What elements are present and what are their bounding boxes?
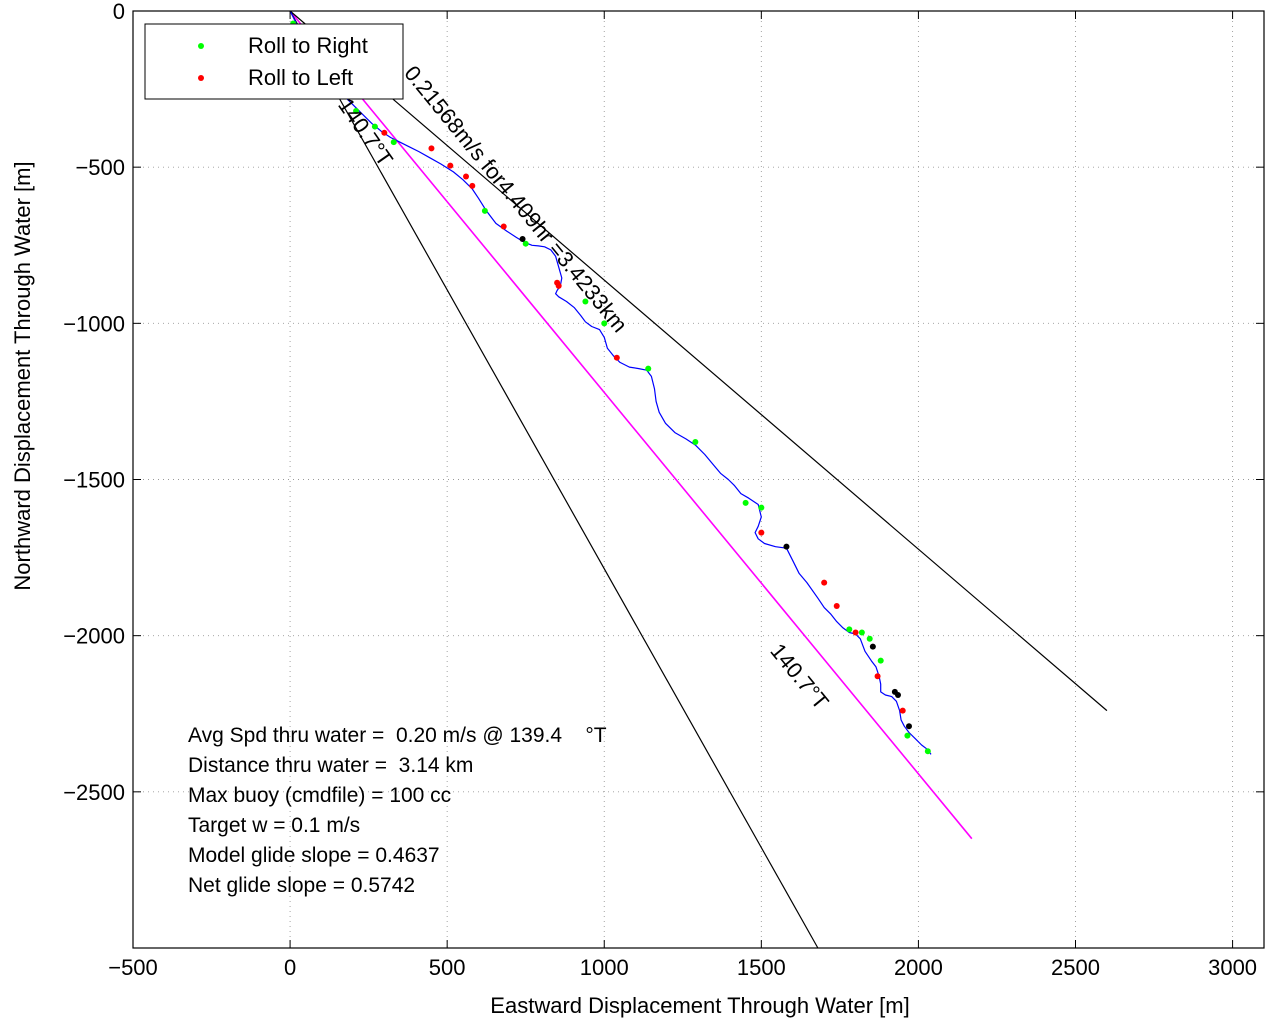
roll-left-point — [833, 602, 840, 609]
stat-line: Target w = 0.1 m/s — [188, 814, 360, 837]
stats-text: Avg Spd thru water = 0.20 m/s @ 139.4 °T… — [188, 724, 607, 897]
roll-right-point — [692, 439, 699, 446]
stat-line: Distance thru water = 3.14 km — [188, 754, 473, 777]
bound-line — [289, 10, 819, 949]
roll-right-point — [924, 748, 931, 755]
roll-right-point — [601, 320, 608, 327]
x-tick-label: 500 — [429, 955, 466, 980]
roll-right-point — [582, 298, 589, 305]
stat-line: Max buoy (cmdfile) = 100 cc — [188, 784, 451, 807]
roll-left-point — [381, 129, 388, 136]
roll-right-point — [758, 504, 765, 511]
roll-right-point — [390, 139, 397, 146]
angled-annotation: 140.7°T — [333, 93, 398, 171]
y-tick-label: −500 — [75, 155, 125, 180]
y-axis-label: Northward Displacement Through Water [m] — [10, 161, 35, 590]
roll-right-point — [877, 657, 884, 664]
bound-line — [289, 10, 1108, 712]
track-line — [289, 10, 932, 755]
y-tick-label: −2000 — [63, 624, 125, 649]
reference-lines — [289, 10, 1108, 949]
x-tick-label: −500 — [108, 955, 158, 980]
roll-left-point — [555, 282, 562, 289]
y-tick-label: 0 — [113, 0, 125, 24]
roll-markers — [290, 20, 931, 755]
legend-marker — [198, 43, 204, 49]
roll-left-point — [469, 182, 476, 189]
roll-right-point — [481, 207, 488, 214]
roll-right-point — [742, 499, 749, 506]
axis-ticks: −500 0 500 1000 1500 2000 2500 3000 −2500 −2000 −1… — [63, 0, 1264, 980]
roll-right-point — [371, 123, 378, 130]
roll-left-point — [447, 162, 454, 169]
roll-left-point — [613, 354, 620, 361]
roll-right-point — [866, 635, 873, 642]
x-tick-label: 0 — [284, 955, 296, 980]
roll-right-point — [353, 107, 360, 114]
roll-right-point — [858, 629, 865, 636]
annotations: 0.21568m/s for4.409hr =3.4233km140.7°T14… — [333, 61, 834, 714]
stat-line: Net glide slope = 0.5742 — [188, 874, 415, 897]
surfacing-point — [783, 543, 790, 550]
surfacing-point — [905, 723, 912, 730]
grid — [132, 10, 1264, 948]
y-tick-label: −1000 — [63, 311, 125, 336]
roll-left-point — [500, 223, 507, 230]
x-axis-label: Eastward Displacement Through Water [m] — [490, 993, 909, 1018]
roll-left-point — [463, 173, 470, 180]
roll-left-point — [852, 629, 859, 636]
track-group — [289, 10, 932, 755]
y-tick-label: −2500 — [63, 780, 125, 805]
angled-annotation: 0.21568m/s for4.409hr =3.4233km — [399, 61, 632, 337]
legend: Roll to Right Roll to Left — [144, 23, 404, 100]
roll-left-point — [758, 529, 765, 536]
stat-line: Model glide slope = 0.4637 — [188, 844, 440, 867]
legend-box — [144, 23, 404, 100]
angled-annotation: 140.7°T — [765, 639, 833, 715]
legend-label: Roll to Right — [248, 33, 368, 58]
roll-left-point — [428, 145, 435, 152]
roll-right-point — [645, 365, 652, 372]
surfacing-point — [519, 236, 526, 243]
roll-left-point — [821, 579, 828, 586]
legend-marker — [198, 75, 204, 81]
x-tick-label: 3000 — [1208, 955, 1257, 980]
stat-line: Avg Spd thru water = 0.20 m/s @ 139.4 °T — [188, 724, 607, 747]
y-tick-label: −1500 — [63, 468, 125, 493]
roll-right-point — [522, 240, 529, 247]
surfacing-point — [894, 692, 901, 699]
reference-line — [289, 10, 973, 840]
roll-right-point — [904, 732, 911, 739]
roll-right-point — [846, 626, 853, 633]
roll-left-point — [899, 707, 906, 714]
x-tick-label: 2500 — [1051, 955, 1100, 980]
roll-left-point — [874, 673, 881, 680]
surfacing-point — [869, 643, 876, 650]
x-tick-label: 2000 — [894, 955, 943, 980]
x-tick-label: 1500 — [737, 955, 786, 980]
legend-label: Roll to Left — [248, 65, 353, 90]
x-tick-label: 1000 — [580, 955, 629, 980]
